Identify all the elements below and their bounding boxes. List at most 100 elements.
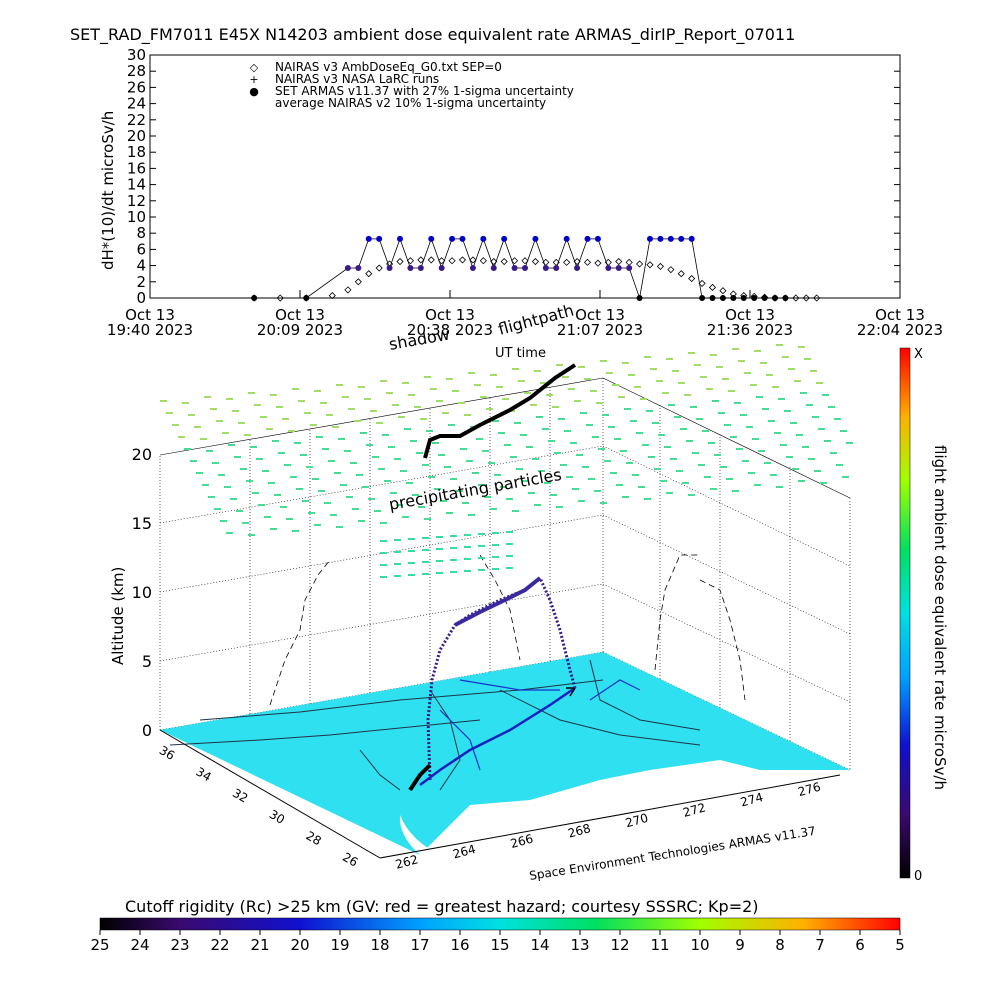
timeseries-marks xyxy=(250,235,821,302)
particle-dash xyxy=(284,464,291,466)
particle-dash xyxy=(820,482,827,484)
particle-dash xyxy=(822,394,829,396)
armas-point xyxy=(574,265,581,272)
armas-point xyxy=(532,235,539,242)
particle-dash xyxy=(458,402,465,404)
particle-dash xyxy=(688,352,695,354)
particle-dash xyxy=(726,478,733,480)
particle-dash xyxy=(300,454,307,456)
nairas-point xyxy=(469,256,477,264)
particle-dash xyxy=(722,378,729,380)
y-tick-label: 26 xyxy=(127,78,146,96)
particle-dash xyxy=(478,569,485,571)
particle-dash xyxy=(238,422,245,424)
nairas-point xyxy=(438,257,446,265)
right-colorbar: X 0 flight ambient dose equivalent rate … xyxy=(899,347,949,884)
particle-dash xyxy=(618,396,625,398)
altitude-axis-label: Altitude (km) xyxy=(109,567,127,665)
armas-point xyxy=(490,265,497,272)
particle-dash xyxy=(518,380,525,382)
armas-point xyxy=(667,235,674,242)
x-tick-label-bottom: 21:07 2023 xyxy=(557,321,643,339)
particle-dash xyxy=(482,450,489,452)
figure-title: SET_RAD_FM7011 E45X N14203 ambient dose … xyxy=(70,25,795,45)
particle-dash xyxy=(376,422,383,424)
altitude-tick-label: 10 xyxy=(132,583,152,602)
y-tick-label: 12 xyxy=(127,192,146,210)
particle-dash xyxy=(534,504,541,506)
particle-dash xyxy=(702,430,709,432)
particle-dash xyxy=(222,432,229,434)
particle-dash xyxy=(684,394,691,396)
particle-dash xyxy=(492,532,499,534)
particle-dash xyxy=(380,522,387,524)
particle-dash xyxy=(460,448,467,450)
armas-point xyxy=(553,265,560,272)
nairas-point xyxy=(521,257,529,265)
particle-dash xyxy=(246,480,253,482)
particle-dash xyxy=(330,514,337,516)
particle-dash xyxy=(250,446,257,448)
particle-dash xyxy=(492,420,499,422)
particle-dash xyxy=(534,370,541,372)
nairas-point xyxy=(276,294,284,302)
flightpath-top xyxy=(454,576,542,627)
particle-dash xyxy=(396,504,403,506)
particle-dash xyxy=(422,573,429,575)
longitude-axis: 262 264 266 268 270 272 274 276 xyxy=(394,780,822,872)
particle-dash xyxy=(260,416,267,418)
particle-dash xyxy=(530,404,537,406)
longitude-tick-label: 272 xyxy=(681,800,707,819)
particle-dash xyxy=(408,574,415,576)
particle-dash xyxy=(744,372,751,374)
particle-dash xyxy=(540,382,547,384)
nairas-point xyxy=(646,261,654,269)
particle-dash xyxy=(594,490,601,492)
particle-dash xyxy=(536,416,543,418)
nairas-point xyxy=(594,259,602,267)
particle-dash xyxy=(446,512,453,514)
particle-dash xyxy=(566,476,573,478)
particle-dash xyxy=(418,506,425,508)
particle-dash xyxy=(368,498,375,500)
particle-dash xyxy=(178,436,185,438)
nairas-point xyxy=(328,292,336,300)
particle-dash xyxy=(478,545,485,547)
particle-dash xyxy=(582,466,589,468)
particle-dash xyxy=(394,551,401,553)
particle-dash xyxy=(742,460,749,462)
particle-dash xyxy=(402,382,409,384)
flightpath-3d xyxy=(426,575,577,781)
armas-point xyxy=(417,265,424,272)
legend-label: average NAIRAS v2 10% 1-sigma uncertaint… xyxy=(275,96,546,110)
colorbar-tick-label: 17 xyxy=(410,936,429,954)
particle-dash xyxy=(834,418,841,420)
particle-dash xyxy=(558,418,565,420)
particle-dash xyxy=(412,494,419,496)
particle-dash xyxy=(486,408,493,410)
altitude-tick-label: 0 xyxy=(142,721,152,740)
armas-point xyxy=(772,295,778,301)
colorbar-tick-label: 25 xyxy=(90,936,109,954)
particle-dash xyxy=(492,568,499,570)
particle-dash xyxy=(796,434,803,436)
particle-dash xyxy=(824,440,831,442)
particle-dash xyxy=(292,388,299,390)
particle-dash xyxy=(352,508,359,510)
longitude-tick-label: 264 xyxy=(451,842,477,861)
map-surface xyxy=(160,652,850,855)
particle-dash xyxy=(244,434,251,436)
x-tick-label-top: Oct 13 xyxy=(875,306,925,324)
particle-dash xyxy=(506,567,513,569)
particle-dash xyxy=(496,386,503,388)
particle-dash xyxy=(516,468,523,470)
particle-dash xyxy=(248,534,255,536)
particle-dash xyxy=(436,548,443,550)
particle-dash xyxy=(748,472,755,474)
particle-dash xyxy=(750,384,757,386)
particle-dash xyxy=(276,406,283,408)
particle-dash xyxy=(196,472,203,474)
particle-dash xyxy=(492,556,499,558)
x-tick-label-top: Oct 13 xyxy=(725,306,775,324)
